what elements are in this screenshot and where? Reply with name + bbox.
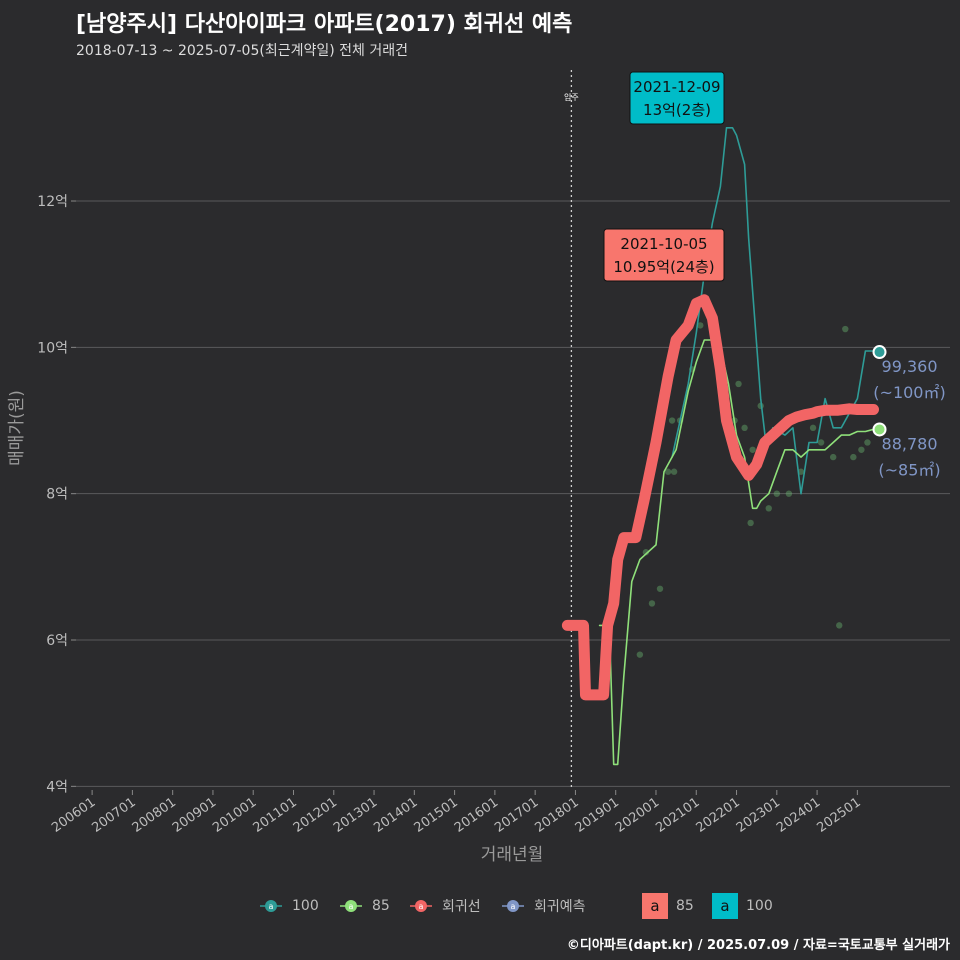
x-tick-label: 201401 (371, 795, 420, 836)
x-tick-label: 201601 (452, 795, 501, 836)
legend-key-prediction: a (502, 900, 524, 912)
data-point (656, 585, 664, 592)
end-label-value-85: 88,780 (882, 434, 938, 453)
grid-lines (76, 200, 950, 787)
annotation-box-85 (603, 228, 725, 282)
data-point (797, 468, 805, 475)
legend-box-85: a (642, 893, 668, 919)
end-point-100 (872, 345, 887, 360)
svg-text:a: a (419, 902, 424, 911)
annotation-value-100: 13억(2층) (643, 101, 711, 119)
end-label-value-100: 99,360 (882, 357, 938, 376)
legend-item-regression: a 회귀선 (408, 893, 481, 919)
y-tick-label: 10억 (37, 340, 68, 356)
annotation-date-100: 2021-12-09 (633, 78, 720, 96)
x-axis-title: 거래년월 (481, 845, 544, 865)
x-tick-label: 201101 (251, 795, 300, 836)
series-line-85 (598, 339, 875, 766)
y-axis: 4억 6억 8억 10억 12억 (37, 194, 76, 795)
move-in-label: 입주 (564, 93, 579, 102)
x-tick-label: 201301 (331, 795, 380, 836)
data-point (670, 468, 678, 475)
data-point (765, 505, 772, 512)
chart-title: [남양주시] 다산아이파크 아파트(2017) 회귀선 예측 (76, 12, 573, 37)
data-point (749, 446, 756, 453)
x-tick-label: 201201 (291, 795, 340, 836)
x-tick-label: 201001 (210, 795, 259, 836)
regression-line (561, 294, 879, 701)
svg-text:a: a (511, 902, 516, 911)
move-in-marker: 입주 (564, 70, 579, 790)
data-point (636, 651, 644, 658)
legend-box-85-text: 85 (676, 898, 694, 914)
end-point-85 (872, 422, 887, 437)
data-point (829, 453, 837, 461)
x-tick-label: 201701 (492, 795, 541, 836)
data-point (809, 424, 817, 432)
data-point (642, 549, 650, 556)
data-point (836, 622, 843, 629)
y-tick-label: 6억 (46, 633, 68, 649)
x-tick-label: 201901 (573, 795, 622, 836)
legend-label-prediction: 회귀예측 (534, 899, 586, 915)
data-point (697, 322, 704, 329)
legend-key-85: a (340, 900, 362, 912)
legend-label-100: 100 (292, 898, 319, 914)
x-tick-label: 202201 (694, 795, 743, 836)
annotation-value-85: 10.95억(24층) (613, 258, 714, 276)
y-tick-label: 12억 (37, 194, 68, 210)
legend-key-100: a (260, 900, 282, 912)
data-point (648, 600, 656, 607)
x-tick-label: 201801 (532, 795, 581, 836)
x-tick-label: 200601 (49, 795, 98, 836)
data-point (735, 380, 742, 388)
x-tick-label: 202001 (613, 795, 662, 836)
legend-item-100: a 100 (258, 893, 319, 919)
data-point (747, 519, 754, 527)
source-caption: ©디아파트(dapt.kr) / 2025.07.09 / 자료=국토교통부 실… (566, 938, 950, 953)
legend-box-100: a (712, 893, 738, 919)
data-point (817, 439, 825, 446)
annotations: 2021-12-09 13억(2층) 2021-10-05 10.95억(24층) 99… (603, 71, 946, 479)
data-point (664, 468, 672, 475)
y-axis-title: 매매가(원) (7, 390, 27, 466)
data-point (842, 325, 849, 333)
legend-item-85: a 85 (338, 893, 390, 919)
data-point (864, 439, 871, 446)
legend-label-regression: 회귀선 (442, 899, 481, 915)
x-tick-label: 202401 (774, 795, 823, 836)
x-tick-label: 202501 (814, 795, 863, 836)
data-point (858, 446, 865, 453)
annotation-box-100 (629, 71, 725, 125)
legend-label-box-100: a 100 (712, 893, 773, 919)
y-tick-label: 8억 (46, 487, 68, 503)
legend-item-prediction: a 회귀예측 (500, 893, 586, 919)
legend-box-100-text: 100 (746, 898, 773, 914)
data-point (850, 453, 857, 461)
end-label-area-100: (~100㎡) (873, 383, 945, 402)
chart-subtitle: 2018-07-13 ~ 2025-07-05(최근계약일) 전체 거래건 (76, 43, 408, 59)
x-tick-label: 201501 (412, 795, 461, 836)
svg-text:a: a (349, 902, 354, 911)
data-point (741, 424, 748, 432)
annotation-date-85: 2021-10-05 (620, 235, 707, 253)
data-point (785, 490, 793, 497)
legend: a 100 a 85 a 회귀선 a 회귀예측 a 85 a 100 (0, 893, 960, 919)
x-tick-label: 202101 (653, 795, 702, 836)
x-tick-label: 202301 (734, 795, 783, 836)
legend-key-regression: a (410, 900, 432, 912)
legend-label-box-85: a 85 (642, 893, 694, 919)
data-point (773, 490, 781, 497)
x-axis: 2006012007012008012009012010012011012012… (49, 790, 864, 836)
x-tick-label: 200701 (89, 795, 138, 836)
end-label-area-85: (~85㎡) (878, 460, 940, 479)
x-tick-label: 200801 (130, 795, 179, 836)
svg-text:a: a (269, 902, 274, 911)
legend-label-85: 85 (372, 898, 390, 914)
series-lines (561, 127, 879, 766)
x-tick-label: 200901 (170, 795, 219, 836)
data-point (668, 417, 676, 424)
y-tick-label: 4억 (46, 779, 68, 795)
